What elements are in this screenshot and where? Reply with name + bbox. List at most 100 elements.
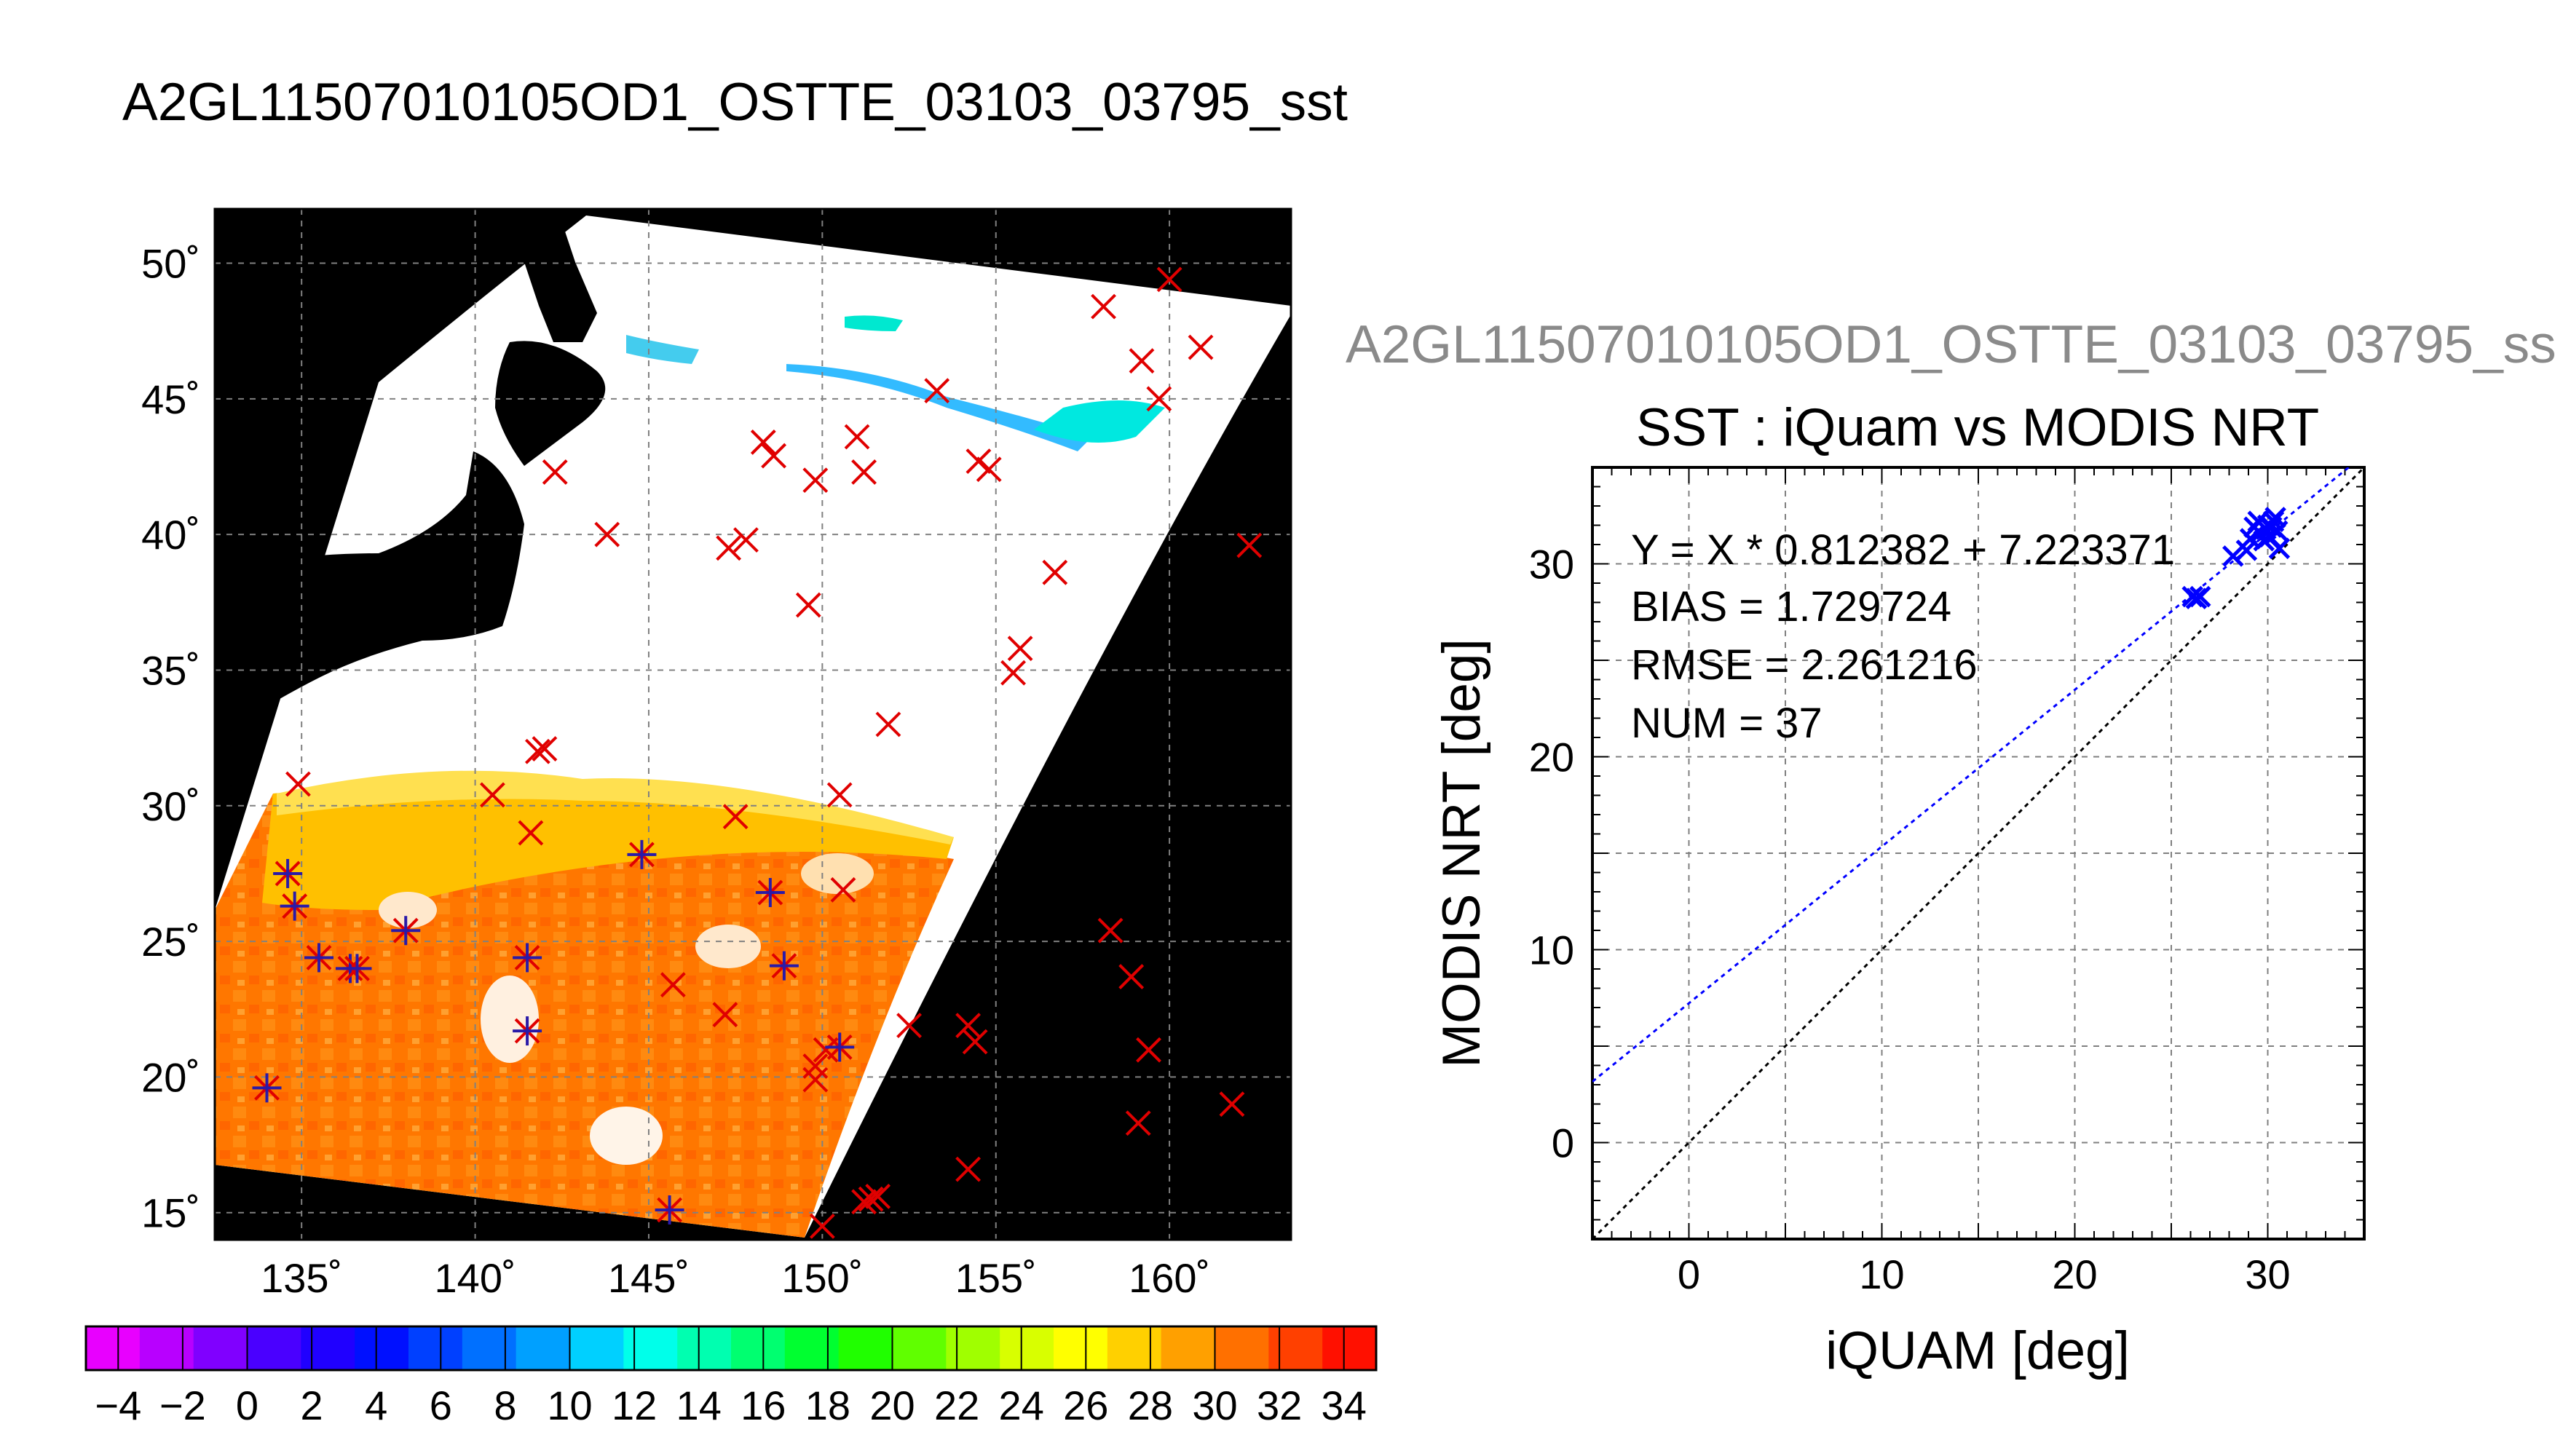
- colorbar-swatch: [462, 1326, 517, 1370]
- scatter-ytick-label: 30: [1529, 542, 1574, 587]
- map-xtick-label: 150˚: [781, 1255, 863, 1301]
- colorbar-swatch: [1000, 1326, 1054, 1370]
- land-honshu: [215, 451, 524, 721]
- matched-star-marker: [280, 891, 309, 921]
- colorbar-swatch: [355, 1326, 409, 1370]
- matched-star-marker: [342, 954, 372, 984]
- insitu-x-marker: [660, 972, 686, 998]
- insitu-x-marker: [844, 424, 870, 450]
- colorbar: −4 −2 0 2 4 6 8 10 12 14 16 18 20 22 24 26 28 30 32 34: [84, 1325, 1378, 1428]
- insitu-x-marker: [1125, 1110, 1151, 1136]
- scatter-xtick-label: 30: [2245, 1251, 2290, 1297]
- colorbar-tick-label: 4: [365, 1382, 387, 1428]
- cloud-patch: [801, 853, 874, 894]
- swath-sst-yellow-edge: [277, 770, 954, 844]
- colorbar-swatch: [569, 1326, 624, 1370]
- colorbar-swatch: [731, 1326, 786, 1370]
- insitu-x-marker: [1091, 293, 1116, 320]
- insitu-x-marker: [542, 459, 568, 485]
- insitu-x-marker: [976, 456, 1002, 483]
- scatter-point: [2222, 545, 2244, 567]
- matched-star-marker: [273, 858, 303, 888]
- colorbar-swatch: [247, 1326, 301, 1370]
- map-frame: [213, 207, 1292, 1241]
- colorbar-swatch: [193, 1326, 248, 1370]
- sst-cold-patch: [786, 364, 1092, 451]
- stats-bias: BIAS = 1.729724: [1631, 583, 1951, 630]
- insitu-x-marker: [865, 1183, 891, 1209]
- land-sakhalin: [524, 218, 597, 342]
- colorbar-tick-label: 32: [1257, 1382, 1302, 1428]
- colorbar-swatch: [892, 1326, 947, 1370]
- scatter-supertitle: A2GL11507010105OD1_OSTTE_03103_03795_sst: [1346, 315, 2555, 374]
- sst-cold-patch: [1034, 400, 1165, 443]
- scatter-ylabel: MODIS NRT [deg]: [1432, 638, 1491, 1068]
- map-title: A2GL11507010105OD1_OSTTE_03103_03795_sst: [122, 73, 1348, 132]
- insitu-x-marker: [826, 782, 853, 808]
- insitu-x-marker: [750, 430, 776, 455]
- scatter-points: [2181, 507, 2291, 609]
- scatter-xtick-label: 10: [1859, 1251, 1904, 1297]
- map-xtick-label: 160˚: [1129, 1255, 1210, 1301]
- map-xtick-label: 140˚: [435, 1255, 516, 1301]
- scatter-ytick-label: 10: [1529, 927, 1574, 973]
- insitu-x-marker: [1000, 660, 1026, 686]
- map-xtick-label: 145˚: [608, 1255, 690, 1301]
- insitu-x-marker: [1156, 266, 1182, 293]
- stats-equation: Y = X * 0.812382 + 7.223371: [1631, 526, 2175, 574]
- insitu-x-marker: [761, 443, 787, 469]
- matched-star-marker: [655, 1195, 684, 1225]
- scatter-point: [2235, 539, 2258, 561]
- colorbar-tick-label: 30: [1192, 1382, 1237, 1428]
- colorbar-tick-label: 16: [741, 1382, 786, 1428]
- map-ytick-label: 30˚: [141, 783, 200, 829]
- insitu-x-marker: [1146, 386, 1172, 412]
- insitu-x-marker: [875, 711, 901, 737]
- insitu-x-marker: [802, 1067, 829, 1093]
- sst-map: 135˚ 140˚ 145˚ 150˚ 155˚ 160˚ 15˚ 20˚ 25˚ 30˚ 35˚ 4…: [141, 207, 1292, 1301]
- map-ytick-label: 20˚: [141, 1054, 200, 1100]
- insitu-x-marker: [1118, 964, 1145, 989]
- map-ytick-label: 40˚: [141, 512, 200, 558]
- insitu-x-marker: [733, 527, 759, 553]
- colorbar-swatch: [1161, 1326, 1215, 1370]
- colorbar-tick-label: −2: [159, 1382, 206, 1428]
- colorbar-tick-label: 10: [547, 1382, 592, 1428]
- identity-line: [1592, 467, 2364, 1239]
- insitu-x-marker: [802, 467, 829, 494]
- insitu-x-marker: [851, 1189, 877, 1215]
- matched-star-marker: [825, 1032, 855, 1062]
- insitu-x-marker: [1007, 636, 1033, 662]
- matched-star-marker: [513, 1016, 542, 1046]
- matched-star-marker: [769, 951, 799, 981]
- sst-cold-patch: [845, 315, 903, 331]
- land-mainland: [215, 209, 535, 568]
- colorbar-swatch: [408, 1326, 463, 1370]
- cloud-patch: [379, 892, 437, 928]
- colorbar-swatch: [623, 1326, 678, 1370]
- scatter-xtick-label: 0: [1678, 1251, 1700, 1297]
- map-tick-labels: 135˚ 140˚ 145˚ 150˚ 155˚ 160˚ 15˚ 20˚ 25˚ 30˚ 35˚ 4…: [141, 241, 1210, 1301]
- insitu-x-marker: [480, 782, 505, 808]
- insitu-x-marker: [1136, 1037, 1161, 1063]
- stats-num: NUM = 37: [1631, 700, 1823, 747]
- colorbar-swatch: [1268, 1326, 1323, 1370]
- scatter-point: [2268, 537, 2291, 560]
- insitu-x-marker: [722, 804, 749, 830]
- colorbar-tick-label: 18: [805, 1382, 850, 1428]
- insitu-x-marker: [830, 877, 856, 903]
- scatter-title: SST : iQuam vs MODIS NRT: [1636, 398, 2319, 457]
- cloud-patch: [695, 925, 761, 968]
- insitu-x-marker: [716, 535, 742, 561]
- map-xtick-label: 135˚: [261, 1255, 342, 1301]
- sst-cold-patch: [626, 335, 699, 364]
- insitu-x-marker: [1188, 334, 1214, 360]
- scatter-grid: [1592, 467, 2365, 1240]
- colorbar-tick-label: −4: [95, 1382, 141, 1428]
- insitu-x-marker: [924, 378, 950, 404]
- stats-rmse: RMSE = 2.261216: [1631, 641, 1978, 689]
- swath-sst-yellow: [262, 786, 954, 910]
- colorbar-tick-label: 2: [301, 1382, 323, 1428]
- insitu-x-marker: [285, 771, 311, 797]
